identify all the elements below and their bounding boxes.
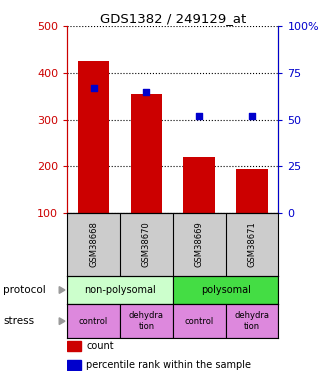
Title: GDS1382 / 249129_at: GDS1382 / 249129_at	[100, 12, 246, 25]
Bar	[120, 304, 173, 338]
Text: stress: stress	[3, 316, 34, 326]
Bar	[173, 304, 226, 338]
Text: percentile rank within the sample: percentile rank within the sample	[86, 360, 251, 370]
Bar	[67, 276, 173, 304]
Text: dehydra
tion: dehydra tion	[129, 312, 164, 331]
Bar	[173, 276, 278, 304]
Text: GSM38670: GSM38670	[142, 222, 151, 267]
Text: count: count	[86, 341, 114, 351]
Text: GSM38669: GSM38669	[195, 222, 204, 267]
Bar	[78, 61, 109, 213]
Text: dehydra
tion: dehydra tion	[235, 312, 269, 331]
Bar	[236, 169, 268, 213]
Text: polysomal: polysomal	[201, 285, 251, 295]
Bar	[67, 341, 81, 351]
Point	[144, 89, 149, 95]
Bar	[67, 360, 81, 370]
Text: protocol: protocol	[3, 285, 46, 295]
Text: GSM38668: GSM38668	[89, 222, 98, 267]
Point	[196, 113, 202, 119]
Text: non-polysomal: non-polysomal	[84, 285, 156, 295]
Bar	[67, 304, 120, 338]
Text: control: control	[185, 316, 214, 326]
Bar	[226, 304, 278, 338]
Text: control: control	[79, 316, 108, 326]
Point	[91, 85, 96, 91]
Bar	[131, 94, 162, 213]
Point	[250, 113, 255, 119]
Bar	[183, 157, 215, 213]
Text: GSM38671: GSM38671	[247, 222, 257, 267]
